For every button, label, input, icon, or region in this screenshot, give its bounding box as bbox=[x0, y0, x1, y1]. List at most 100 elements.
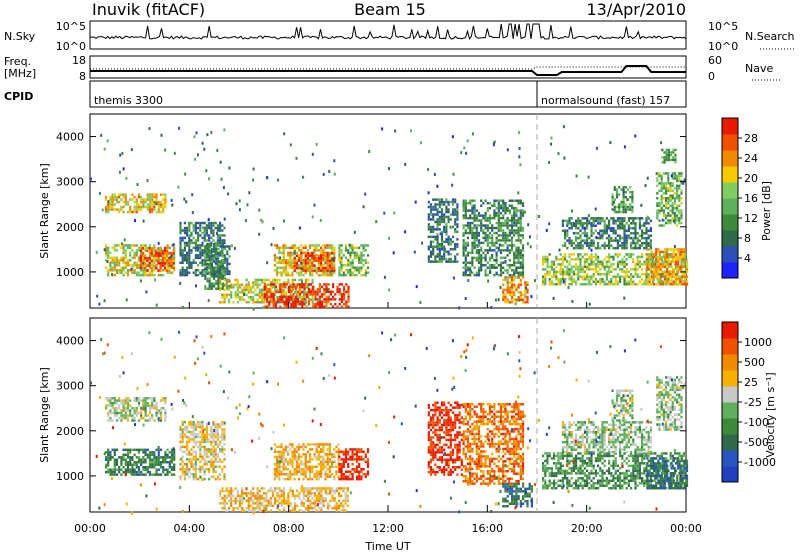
velocity-cell bbox=[125, 459, 127, 461]
power-cell bbox=[341, 296, 343, 298]
power-cell bbox=[677, 271, 679, 273]
power-cell bbox=[105, 211, 107, 213]
power-speckle bbox=[174, 152, 176, 155]
velocity-cell bbox=[188, 441, 190, 443]
power-cell bbox=[566, 222, 568, 224]
velocity-cell bbox=[116, 399, 118, 401]
power-cell bbox=[658, 224, 660, 226]
power-cell bbox=[606, 237, 608, 239]
power-speckle bbox=[527, 242, 529, 245]
power-cell bbox=[270, 301, 272, 303]
power-cell bbox=[465, 259, 467, 261]
power-cell bbox=[224, 299, 226, 301]
power-cell bbox=[645, 261, 647, 263]
power-cell bbox=[489, 242, 491, 244]
velocity-cell bbox=[169, 451, 171, 453]
power-cell bbox=[522, 276, 524, 278]
power-cell bbox=[502, 229, 504, 231]
power-cell bbox=[577, 237, 579, 239]
power-cell bbox=[352, 267, 354, 269]
power-cell bbox=[668, 156, 670, 158]
power-cell bbox=[204, 245, 206, 247]
power-cell bbox=[160, 262, 162, 264]
power-cell bbox=[360, 254, 362, 256]
velocity-cell bbox=[138, 459, 140, 461]
power-cell bbox=[204, 234, 206, 236]
power-cell bbox=[186, 252, 188, 254]
power-cell bbox=[347, 296, 349, 298]
power-cell bbox=[618, 193, 620, 195]
power-cell bbox=[634, 273, 636, 275]
power-cell bbox=[125, 196, 127, 198]
power-cell bbox=[629, 208, 631, 210]
power-cell bbox=[518, 229, 520, 231]
power-cell bbox=[597, 247, 599, 249]
power-cell bbox=[347, 269, 349, 271]
power-cell bbox=[171, 260, 173, 262]
nave-label: Nave bbox=[745, 62, 773, 75]
power-cell bbox=[485, 214, 487, 216]
power-cell bbox=[116, 272, 118, 274]
power-speckle bbox=[499, 243, 501, 246]
power-cell bbox=[476, 219, 478, 221]
power-cell bbox=[309, 272, 311, 274]
power-cell bbox=[606, 271, 608, 273]
power-cell bbox=[428, 216, 430, 218]
power-cell bbox=[275, 301, 277, 303]
power-cell bbox=[628, 256, 630, 258]
power-cell bbox=[327, 244, 329, 246]
power-cell bbox=[504, 289, 506, 291]
power-cell bbox=[186, 242, 188, 244]
power-cell bbox=[474, 219, 476, 221]
power-cell bbox=[323, 288, 325, 290]
power-cell bbox=[432, 213, 434, 215]
power-cell bbox=[226, 281, 228, 283]
power-cell bbox=[179, 247, 181, 249]
power-cell bbox=[467, 202, 469, 204]
velocity-cell bbox=[131, 459, 133, 461]
power-cell bbox=[127, 247, 129, 249]
velocity-cell bbox=[169, 466, 171, 468]
power-cell bbox=[665, 197, 667, 199]
power-cell bbox=[288, 288, 290, 290]
power-speckle bbox=[216, 232, 218, 235]
power-speckle bbox=[496, 272, 498, 275]
power-cell bbox=[511, 276, 513, 278]
power-cell bbox=[320, 269, 322, 271]
power-cell bbox=[661, 177, 663, 179]
power-cell bbox=[134, 257, 136, 259]
power-speckle bbox=[223, 128, 225, 131]
power-cell bbox=[637, 242, 639, 244]
power-cell bbox=[489, 202, 491, 204]
power-cell bbox=[577, 247, 579, 249]
power-cell bbox=[663, 161, 665, 163]
power-cell bbox=[474, 207, 476, 209]
power-cell bbox=[502, 267, 504, 269]
velocity-cell bbox=[195, 451, 197, 453]
power-cell bbox=[456, 243, 458, 245]
power-cell bbox=[193, 229, 195, 231]
power-cell bbox=[316, 267, 318, 269]
power-cell bbox=[145, 274, 147, 276]
power-speckle bbox=[440, 232, 442, 235]
power-cell bbox=[680, 182, 682, 184]
power-cell bbox=[595, 283, 597, 285]
velocity-cell bbox=[151, 402, 153, 404]
power-cell bbox=[319, 288, 321, 290]
power-cell bbox=[586, 227, 588, 229]
power-cell bbox=[568, 220, 570, 222]
power-cell bbox=[328, 296, 330, 298]
power-cell bbox=[186, 267, 188, 269]
power-cell bbox=[608, 268, 610, 270]
power-cell bbox=[149, 193, 151, 195]
power-cell bbox=[445, 251, 447, 253]
power-cell bbox=[573, 222, 575, 224]
power-cell bbox=[352, 247, 354, 249]
power-cell bbox=[676, 192, 678, 194]
power-speckle bbox=[375, 220, 377, 223]
power-cell bbox=[518, 274, 520, 276]
power-cell bbox=[441, 203, 443, 205]
velocity-cell bbox=[145, 407, 147, 409]
power-cell bbox=[664, 258, 666, 260]
